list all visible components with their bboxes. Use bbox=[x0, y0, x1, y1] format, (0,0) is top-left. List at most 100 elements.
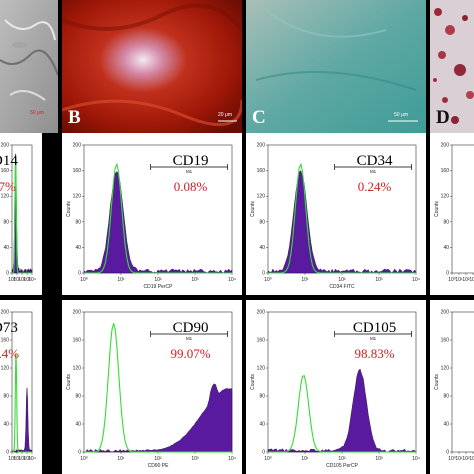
photo-panel-d: D bbox=[430, 0, 474, 133]
flow-panel-cd34: 0 40 80 120 160 200 Counts 10⁰ 10¹ 10² 10³ 10⁴ CD34 … bbox=[246, 133, 426, 295]
stained-histogram bbox=[83, 383, 233, 453]
marker-label: D73 bbox=[0, 320, 18, 336]
x-tick-label: 10² bbox=[154, 456, 162, 462]
scalebar-label-a: 50 μm bbox=[30, 110, 44, 116]
y-tick-label: 80 bbox=[259, 219, 265, 225]
scalebar-label-c: 50 μm bbox=[394, 112, 408, 118]
x-tick-label: 10² bbox=[338, 456, 346, 462]
x-tick-label: 10⁴ bbox=[412, 277, 420, 283]
y-axis-label: Counts bbox=[434, 374, 440, 390]
y-tick-label: 160 bbox=[1, 168, 10, 174]
y-tick-label: 0 bbox=[78, 271, 81, 277]
stained-histogram bbox=[267, 368, 417, 453]
x-tick-label: 10¹ bbox=[455, 277, 463, 283]
x-tick-label: 10¹ bbox=[301, 456, 309, 462]
x-tick-label: 10¹ bbox=[455, 456, 463, 462]
y-tick-label: 200 bbox=[441, 143, 450, 149]
x-tick-label: 10³ bbox=[191, 456, 199, 462]
y-tick-label: 160 bbox=[257, 168, 266, 174]
y-tick-label: 120 bbox=[441, 194, 450, 200]
y-tick-label: 160 bbox=[73, 338, 82, 344]
x-tick-label: 10³ bbox=[469, 456, 474, 462]
percent-label: 98.83% bbox=[355, 346, 395, 361]
y-axis-label: Counts bbox=[250, 374, 256, 390]
y-tick-label: 120 bbox=[257, 194, 266, 200]
y-tick-label: 80 bbox=[259, 394, 265, 400]
isotype-histogram bbox=[268, 162, 416, 274]
x-tick-label: 10¹ bbox=[117, 277, 125, 283]
flow-panel-cd105: 0 40 80 120 160 200 Counts 10⁰ 10¹ 10² 10³ 10⁴ CD105… bbox=[246, 300, 426, 474]
gate-label: M1 bbox=[186, 169, 193, 174]
x-tick-label: 10³ bbox=[375, 277, 383, 283]
y-tick-label: 200 bbox=[441, 310, 450, 316]
y-tick-label: 0 bbox=[6, 450, 9, 456]
flow-panel-cd19: 0 40 80 120 160 200 Counts 10⁰ 10¹ 10² 10³ 10⁴ CD19 … bbox=[62, 133, 242, 295]
x-tick-label: 10³ bbox=[191, 277, 199, 283]
gate-label: M1 bbox=[186, 336, 193, 341]
marker-label: CD19 bbox=[173, 153, 209, 169]
x-axis-label: CD34 FITC bbox=[329, 284, 355, 290]
x-tick-label: 10⁰ bbox=[448, 456, 456, 462]
stained-histogram bbox=[11, 387, 33, 453]
x-tick-label: 10¹ bbox=[117, 456, 125, 462]
y-tick-label: 160 bbox=[257, 338, 266, 344]
y-tick-label: 0 bbox=[78, 450, 81, 456]
y-tick-label: 40 bbox=[259, 245, 265, 251]
x-tick-label: 10⁰ bbox=[80, 456, 88, 462]
y-tick-label: 0 bbox=[446, 450, 449, 456]
y-tick-label: 80 bbox=[3, 394, 9, 400]
y-tick-label: 200 bbox=[257, 310, 266, 316]
histogram-cd19: 0 40 80 120 160 200 Counts 10⁰ 10¹ 10² 10³ 10⁴ CD19 … bbox=[66, 143, 236, 291]
x-tick-label: 10² bbox=[338, 277, 346, 283]
percent-label: 07% bbox=[0, 179, 16, 194]
x-tick-label: 10² bbox=[462, 456, 470, 462]
y-tick-label: 0 bbox=[446, 271, 449, 277]
x-tick-label: 10³ bbox=[469, 277, 474, 283]
scalebar-label-b: 20 μm bbox=[218, 112, 232, 118]
y-tick-label: 40 bbox=[259, 422, 265, 428]
y-tick-label: 120 bbox=[257, 366, 266, 372]
x-tick-label: 10² bbox=[462, 277, 470, 283]
x-tick-label: 10³ bbox=[375, 456, 383, 462]
y-tick-label: 200 bbox=[73, 310, 82, 316]
y-tick-label: 160 bbox=[1, 338, 10, 344]
y-tick-label: 40 bbox=[75, 422, 81, 428]
y-tick-label: 200 bbox=[73, 143, 82, 149]
gate-label: M1 bbox=[370, 169, 377, 174]
x-axis-label: CD105 PerCP bbox=[326, 463, 358, 469]
photo-label-d: D bbox=[436, 107, 450, 128]
gate-label: M1 bbox=[370, 336, 377, 341]
y-tick-label: 120 bbox=[73, 366, 82, 372]
x-tick-label: 10¹ bbox=[301, 277, 309, 283]
histogram-cd90: 0 40 80 120 160 200 Counts 10⁰ 10¹ 10² 10³ 10⁴ CD90 … bbox=[66, 310, 236, 470]
x-tick-label: 10⁴ bbox=[28, 456, 36, 462]
percent-label: 99.07% bbox=[171, 346, 211, 361]
y-tick-label: 0 bbox=[262, 271, 265, 277]
isotype-histogram bbox=[84, 162, 232, 274]
y-tick-label: 80 bbox=[75, 219, 81, 225]
y-tick-label: 0 bbox=[262, 450, 265, 456]
photo-panel-a: 50 μm bbox=[0, 0, 58, 133]
y-tick-label: 120 bbox=[441, 366, 450, 372]
y-tick-label: 0 bbox=[6, 271, 9, 277]
plot-frame bbox=[451, 311, 474, 453]
x-tick-label: 10³ bbox=[23, 277, 31, 283]
x-tick-label: 10⁰ bbox=[448, 277, 456, 283]
isotype-histogram bbox=[268, 374, 416, 453]
isotype-histogram bbox=[84, 323, 232, 453]
x-axis-label: CD90 PE bbox=[148, 463, 170, 469]
x-tick-label: 10⁴ bbox=[28, 277, 36, 283]
x-tick-label: 10² bbox=[18, 456, 26, 462]
y-tick-label: 40 bbox=[443, 422, 449, 428]
percent-label: 0.24% bbox=[358, 179, 392, 194]
x-tick-label: 10⁴ bbox=[228, 456, 236, 462]
y-axis-label: Counts bbox=[66, 374, 72, 390]
x-tick-label: 10⁴ bbox=[228, 277, 236, 283]
y-tick-label: 200 bbox=[257, 143, 266, 149]
flow-panel-cd14: 04080120160200Counts10⁰10¹10²10³10⁴D1407… bbox=[0, 133, 42, 295]
marker-label: CD34 bbox=[357, 153, 393, 169]
